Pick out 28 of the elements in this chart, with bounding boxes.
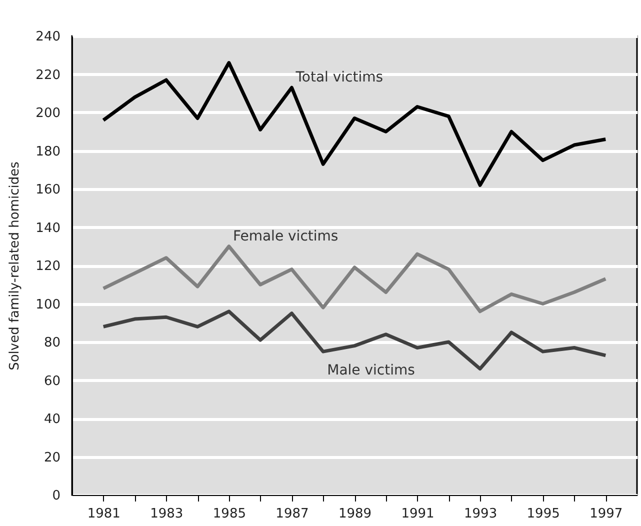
y-tick-label: 240 xyxy=(36,30,60,44)
y-tick-label: 120 xyxy=(36,259,60,274)
y-tick-label: 40 xyxy=(44,412,60,427)
y-tick-label: 20 xyxy=(44,450,60,466)
x-tick-label: 1989 xyxy=(338,506,372,522)
x-tick-label: 1983 xyxy=(150,506,184,522)
y-tick-label: 100 xyxy=(36,297,60,312)
annotation: Male victims xyxy=(327,362,415,379)
x-tick-label: 1987 xyxy=(276,506,309,522)
annotation: Total victims xyxy=(294,70,384,86)
y-tick-label: 160 xyxy=(36,182,60,198)
line-series xyxy=(102,244,608,314)
x-tick-label: 1991 xyxy=(401,506,434,522)
y-axis-title: Solved family-related homicides xyxy=(8,161,23,370)
y-tick-label: 140 xyxy=(36,220,60,236)
x-tick-label: 1995 xyxy=(526,506,560,522)
y-tick-label: 200 xyxy=(36,106,60,121)
x-tick-label: 1985 xyxy=(212,506,246,522)
y-tick-label: 80 xyxy=(44,336,60,350)
x-tick-label: 1997 xyxy=(590,506,623,522)
line-series xyxy=(102,61,608,187)
y-tick-label: 220 xyxy=(36,68,60,83)
y-tick-label: 60 xyxy=(44,374,60,389)
y-tick-label: 180 xyxy=(36,144,60,160)
y-tick-label: 0 xyxy=(52,488,60,504)
x-tick-label: 1981 xyxy=(87,506,120,522)
annotation: Female victims xyxy=(232,228,338,244)
x-tick-label: 1993 xyxy=(464,506,498,522)
